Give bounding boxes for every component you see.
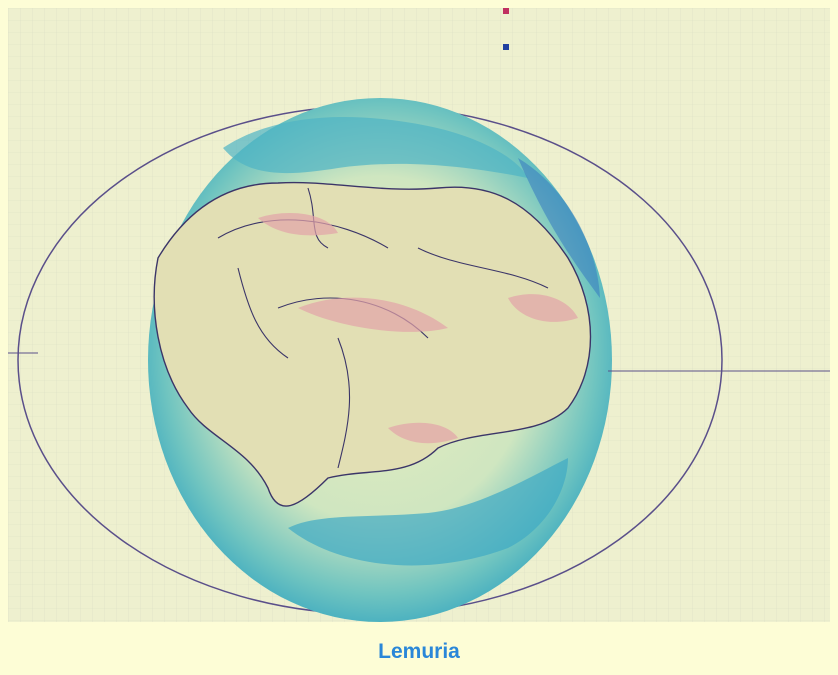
highlands [258,213,578,444]
sea-east [518,158,600,298]
caption: Lemuria [378,640,460,663]
map-photo [8,8,830,622]
sea-south [288,458,568,566]
continent [153,181,592,507]
legend-swatch [503,44,509,50]
sea-north [223,117,528,178]
legend-swatch [503,8,509,14]
